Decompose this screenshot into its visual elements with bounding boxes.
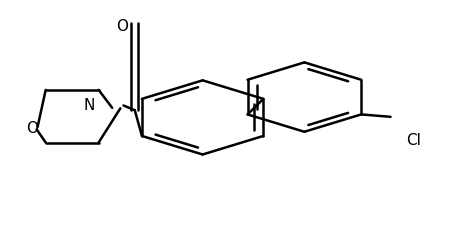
Text: O: O bbox=[116, 19, 129, 34]
Text: N: N bbox=[84, 98, 95, 113]
Text: Cl: Cl bbox=[406, 133, 421, 148]
Text: O: O bbox=[26, 121, 38, 136]
